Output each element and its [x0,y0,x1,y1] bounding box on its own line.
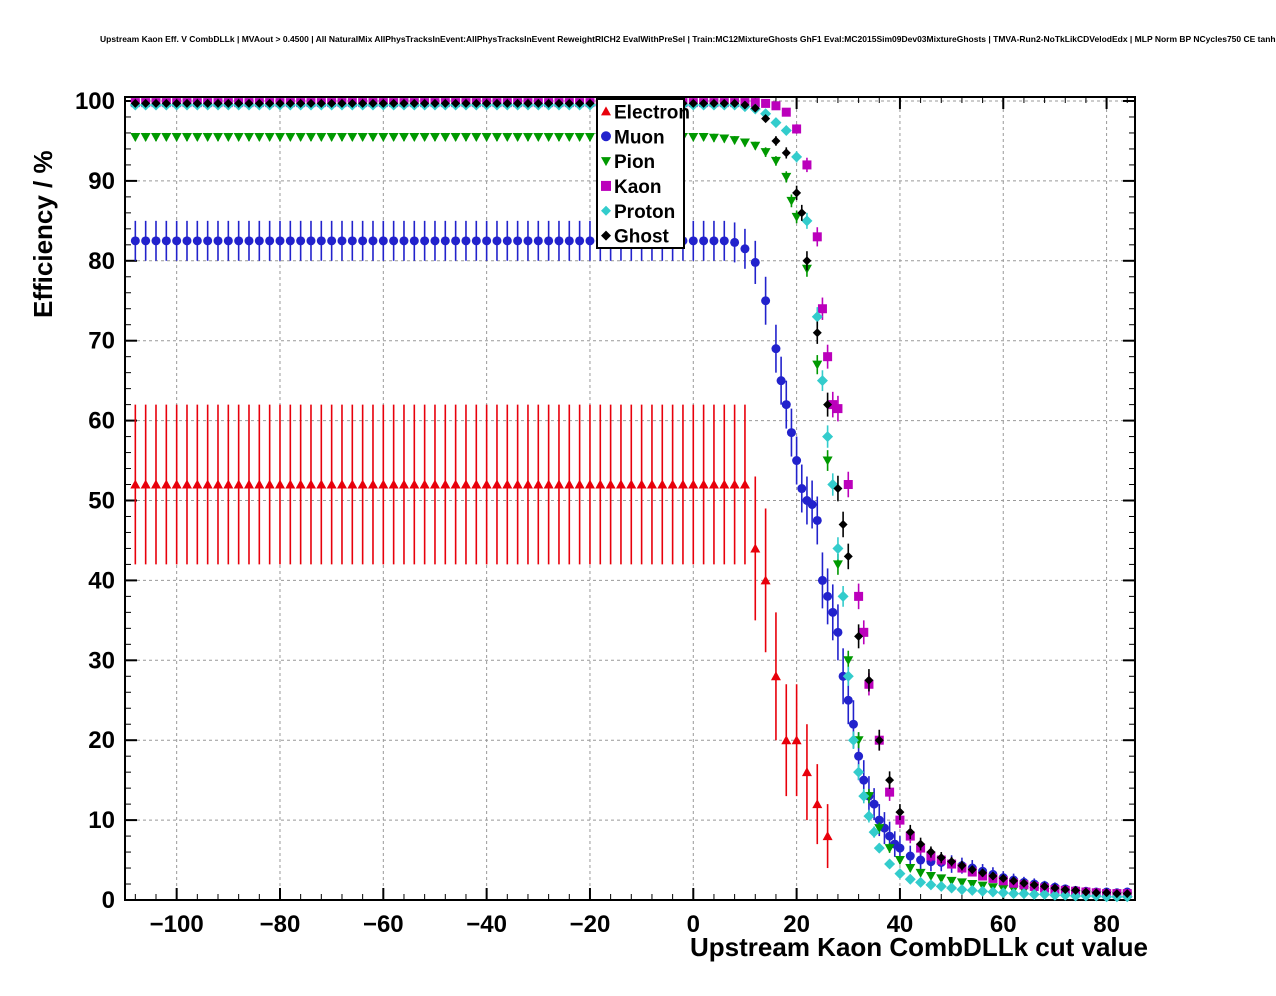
svg-text:10: 10 [88,807,115,834]
plot-frame [124,96,1136,901]
axis-minor-ticks [125,97,1135,901]
svg-text:0: 0 [687,911,700,938]
svg-text:−60: −60 [363,911,404,938]
svg-text:80: 80 [88,248,115,275]
svg-text:80: 80 [1093,911,1120,938]
svg-text:100: 100 [75,88,115,115]
svg-text:70: 70 [88,328,115,355]
series-electron [130,404,833,869]
tick-labels: −100 −80 −60 −40 −20 0 20 40 60 80 0 10 20 30 40 50 60 70… [75,88,1120,938]
svg-text:−80: −80 [260,911,301,938]
legend-label-proton: Proton [614,202,675,223]
svg-text:−20: −20 [570,911,611,938]
svg-text:40: 40 [887,911,914,938]
legend-box [596,98,685,249]
x-axis-title: Upstream Kaon CombDLLk cut value [690,932,1148,962]
svg-text:0: 0 [102,887,115,914]
legend-label-pion: Pion [614,152,655,173]
legend-label-electron: Electron [614,102,690,123]
legend-label-ghost: Ghost [614,227,670,248]
svg-text:30: 30 [88,647,115,674]
svg-text:20: 20 [783,911,810,938]
svg-text:−40: −40 [466,911,507,938]
svg-text:90: 90 [88,168,115,195]
legend-label-kaon: Kaon [614,177,662,198]
legend: Electron Muon Pion Kaon Proton Ghost [596,98,690,249]
svg-text:60: 60 [88,408,115,435]
svg-text:20: 20 [88,727,115,754]
legend-label-muon: Muon [614,127,665,148]
svg-text:60: 60 [990,911,1017,938]
svg-text:40: 40 [88,567,115,594]
svg-text:50: 50 [88,487,115,514]
svg-text:−100: −100 [150,911,204,938]
chart-title: Upstream Kaon Eff. V CombDLLk | MVAout >… [100,34,1276,44]
